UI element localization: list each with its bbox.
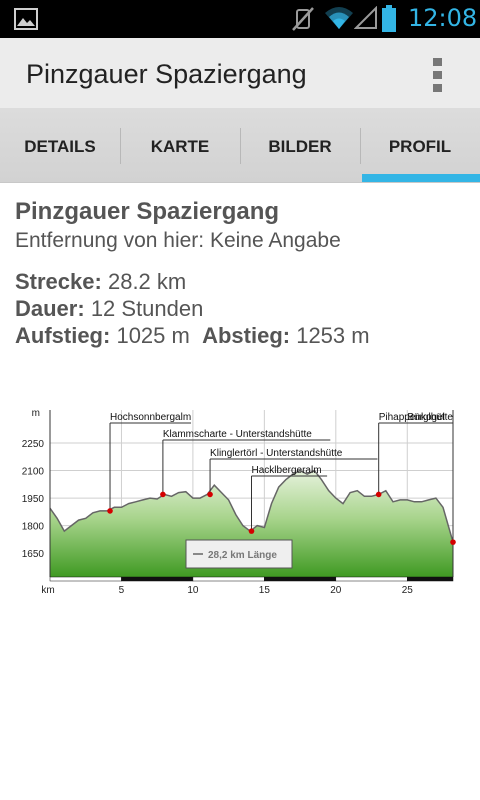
scale-bar-segment — [192, 576, 265, 582]
y-tick-label: 1800 — [22, 522, 45, 533]
x-axis-label: km — [41, 585, 54, 596]
distance-from-here: Entfernung von hier: Keine Angabe — [15, 229, 341, 252]
annotation-label: Klinglertörl - Unterstandshütte — [210, 448, 343, 459]
ascent-descent: Aufstieg: 1025 m Abstieg: 1253 m — [15, 322, 475, 349]
y-tick-label: 1950 — [22, 494, 45, 505]
x-tick-label: 5 — [119, 585, 125, 596]
tour-title: Pinzgauer Spaziergang — [15, 198, 280, 225]
x-tick-label: 10 — [187, 585, 199, 596]
annotation-marker — [207, 491, 213, 498]
length-legend-box — [185, 539, 293, 569]
battery-icon — [382, 5, 396, 32]
y-tick-label: 2100 — [22, 467, 45, 478]
annotation-marker — [107, 508, 113, 514]
scale-bar-segment — [335, 576, 408, 582]
action-bar-title: Pinzgauer Spaziergang — [26, 59, 307, 89]
length-legend-label: 28,2 km Länge — [208, 550, 277, 561]
status-bar: 12:08 — [0, 0, 480, 38]
route-length: Strecke: 28.2 km — [15, 268, 475, 295]
image-notification-icon — [14, 8, 38, 30]
duration: Dauer: 12 Stunden — [15, 295, 475, 322]
annotation-label: Pihappenkogel — [379, 412, 445, 423]
status-clock: 12:08 — [408, 4, 478, 32]
tour-stats: Strecke: 28.2 km Dauer: 12 Stunden Aufst… — [15, 268, 475, 349]
tab-karte[interactable]: KARTE — [120, 108, 240, 182]
route-value: 28.2 km — [107, 269, 187, 294]
annotation-label: Bürglhütte — [407, 412, 453, 423]
overflow-menu-icon[interactable] — [426, 58, 450, 92]
scale-bar-segment — [49, 576, 122, 582]
duration-label: Dauer: — [15, 296, 85, 321]
y-axis-label: m — [32, 408, 40, 419]
x-tick-label: 15 — [259, 585, 271, 596]
annotation-marker — [450, 539, 456, 545]
tab-profil[interactable]: PROFIL — [360, 108, 480, 182]
annotation-marker — [160, 491, 166, 498]
annotation-marker — [375, 491, 382, 498]
route-label: Strecke: — [15, 269, 102, 294]
annotation-marker — [248, 528, 255, 534]
action-bar: Pinzgauer Spaziergang — [0, 38, 480, 108]
ascent-value: 1025 m — [116, 323, 190, 348]
duration-value: 12 Stunden — [90, 296, 204, 321]
annotation-label: Hacklbergeralm — [252, 465, 322, 476]
elevation-profile-chart: 1650 1800 1950 2100 2250 5 10 15 20 25 m km Hochson… — [0, 400, 480, 600]
annotation-label: Klammscharte - Unterstandshütte — [163, 429, 312, 440]
scale-bar-segment — [121, 576, 194, 582]
tab-bar: DETAILS KARTE BILDER PROFIL — [0, 108, 480, 183]
ascent-label: Aufstieg: — [15, 323, 111, 348]
signal-icon — [354, 6, 377, 29]
descent-value: 1253 m — [296, 323, 370, 348]
tab-details[interactable]: DETAILS — [24, 137, 96, 156]
annotation-label: Hochsonnbergalm — [110, 412, 191, 423]
vibrate-mute-icon — [292, 7, 314, 31]
x-tick-label: 25 — [402, 585, 414, 596]
tab-profil-label: PROFIL — [388, 137, 452, 156]
selected-tab-indicator — [362, 174, 480, 182]
tab-bilder[interactable]: BILDER — [240, 108, 360, 182]
scale-bar-segment — [264, 576, 337, 582]
profile-area — [50, 470, 453, 577]
y-tick-label: 1650 — [22, 549, 45, 560]
details-panel: Pinzgauer Spaziergang Entfernung von hie… — [15, 196, 475, 349]
y-tick-label: 2250 — [22, 439, 45, 450]
wifi-icon — [325, 7, 353, 29]
x-tick-label: 20 — [330, 585, 342, 596]
elevation-profile-svg: 1650 1800 1950 2100 2250 5 10 15 20 25 m km Hochson… — [22, 408, 456, 596]
descent-label: Abstieg: — [202, 323, 291, 348]
scale-bar-segment — [407, 576, 454, 582]
